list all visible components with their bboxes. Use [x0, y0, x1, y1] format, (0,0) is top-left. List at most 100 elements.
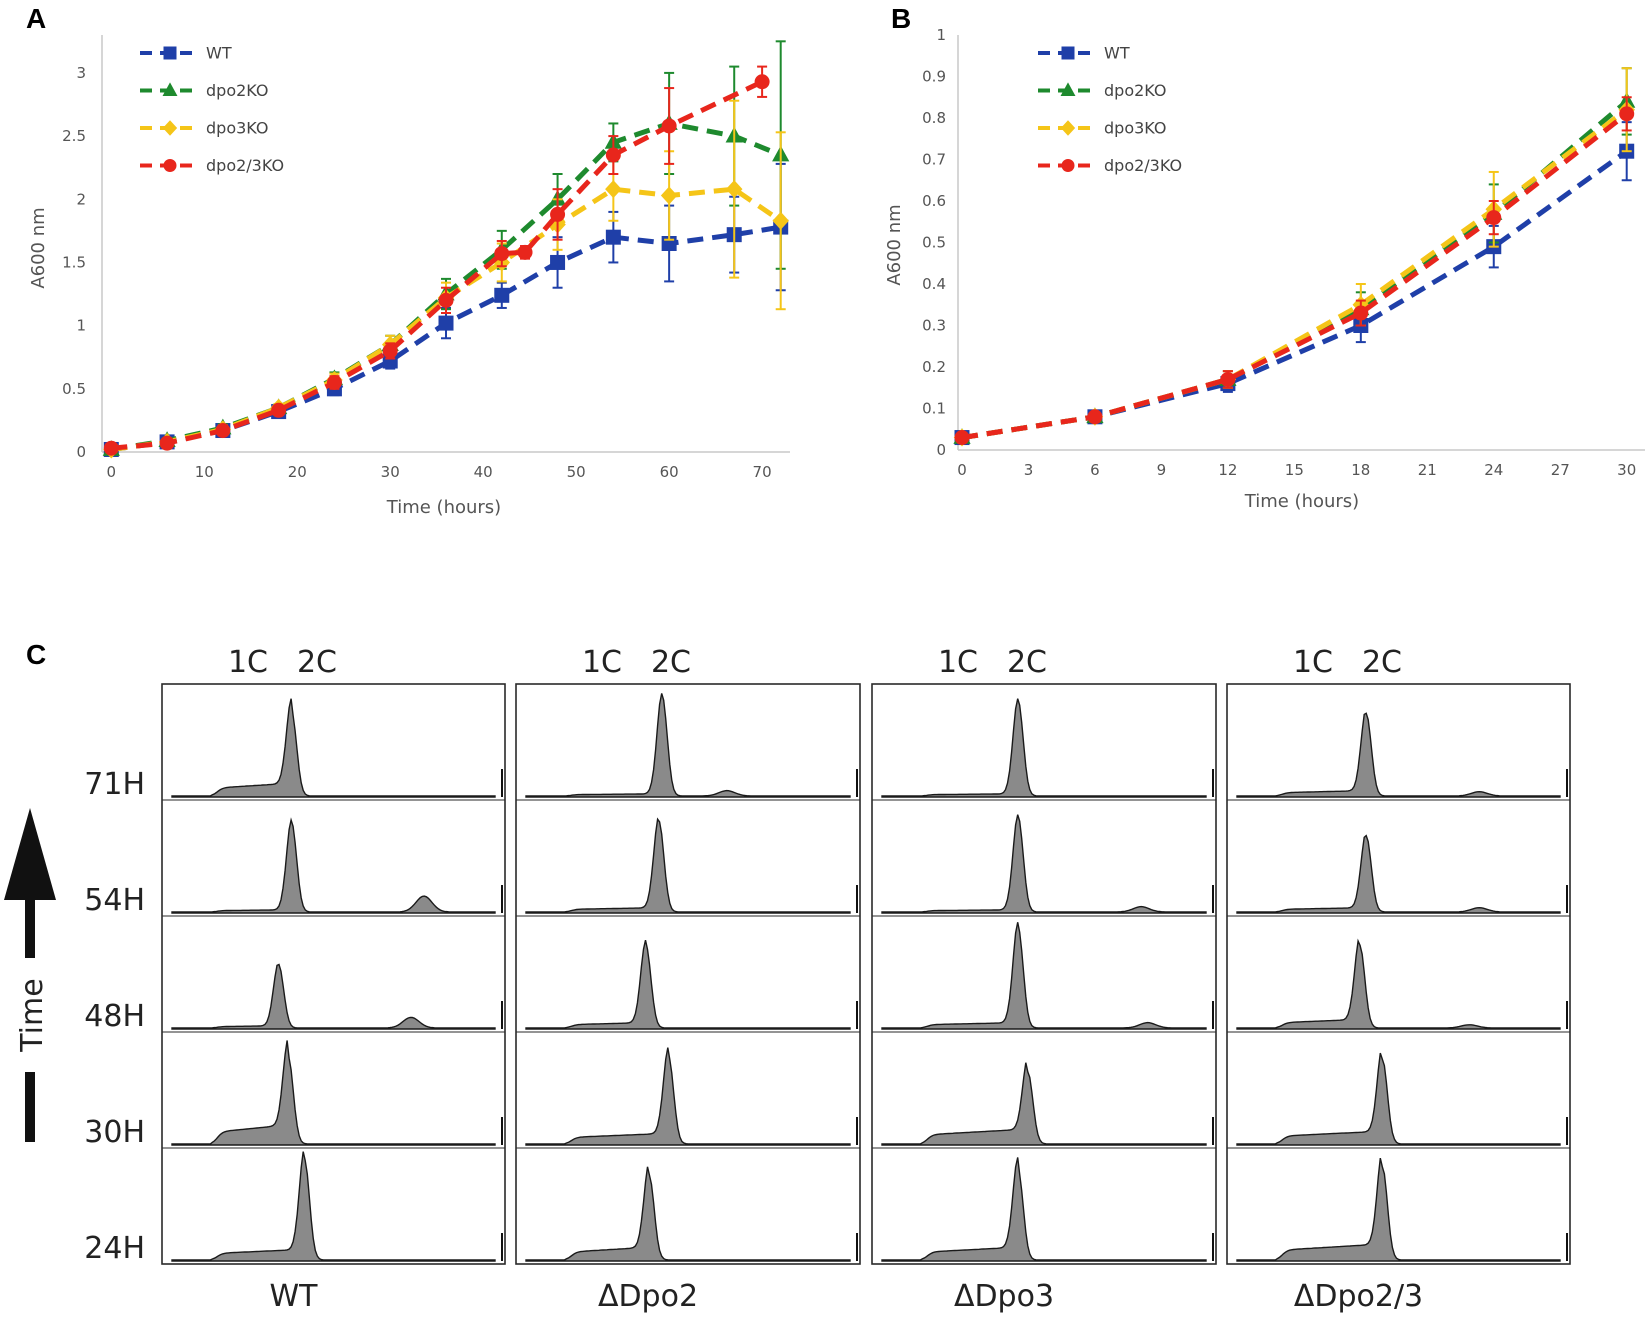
chart-b-legend: WT dpo2KO dpo3KO dpo2/3KO — [1038, 44, 1182, 175]
chart-b-xtick-27: 27 — [1551, 461, 1570, 479]
chart-b-point-dpo2-3ko-4 — [1486, 210, 1502, 226]
peak-label-2c-dpo3: 2C — [1007, 645, 1047, 680]
panel-label-b: B — [891, 3, 911, 34]
chart-b-ytick-0-7: 0.7 — [922, 151, 946, 169]
histogram-wt-24h — [171, 1151, 496, 1262]
chart-a-series-dpo2-3ko — [103, 65, 770, 456]
chart-a-point-dpo3ko-9 — [605, 180, 622, 199]
panel-c-frame-dpo3 — [871, 683, 1217, 1265]
histogram-dpo2-3-54h — [1236, 834, 1561, 914]
chart-b-legend-label-dpo2ko: dpo2KO — [1104, 81, 1167, 100]
strain-label-dpo3: ΔDpo3 — [954, 1279, 1054, 1314]
histogram-dpo2-30h — [525, 1047, 851, 1146]
peak-label-2c-wt: 2C — [297, 645, 337, 680]
histogram-wt-30h — [171, 1040, 496, 1146]
chart-a-ytick-0: 0 — [76, 443, 86, 461]
chart-a-legend-label-dpo2ko: dpo2KO — [206, 81, 269, 100]
chart-a-point-dpo2-3ko-0 — [103, 440, 119, 456]
panel-c-frame-wt — [161, 683, 506, 1265]
panel-label-c: C — [26, 639, 46, 670]
chart-a-point-wt-9 — [605, 229, 621, 245]
chart-a-xtick-10: 10 — [195, 463, 214, 481]
chart-b-xtick-30: 30 — [1617, 461, 1636, 479]
chart-a-xtick-40: 40 — [474, 463, 493, 481]
chart-a-legend-marker-wt — [163, 46, 177, 60]
time-label-24h: 24H — [84, 1231, 145, 1266]
panel-c: 1C 2C WT 1C 2C ΔDpo2 1C 2C ΔDpo3 1C 2C ΔDpo2/3 71H 54… — [4, 645, 1571, 1314]
chart-b-ytick-0-4: 0.4 — [922, 275, 946, 293]
chart-b-ytick-0-1: 0.1 — [922, 400, 946, 418]
chart-b-point-dpo2-3ko-2 — [1220, 371, 1236, 387]
chart-a-legend: WT dpo2KO dpo3KO dpo2/3KO — [140, 44, 284, 175]
chart-a-legend-marker-dpo2ko — [162, 82, 178, 97]
chart-a-xtick-60: 60 — [660, 463, 679, 481]
chart-a-point-dpo2-3ko-9 — [550, 206, 566, 222]
chart-b-xtick-12: 12 — [1218, 461, 1237, 479]
peak-label-1c-dpo2-3: 1C — [1293, 645, 1333, 680]
peak-label-1c-wt: 1C — [228, 645, 268, 680]
chart-a-point-dpo2-3ko-12 — [754, 74, 770, 90]
chart-b-point-dpo2-3ko-1 — [1087, 409, 1103, 425]
chart-b-ytick-1: 1 — [936, 26, 946, 44]
chart-b-legend-marker-dpo3ko — [1060, 120, 1076, 136]
chart-b-ylabel: A600 nm — [884, 204, 905, 285]
chart-b-series-dpo2ko — [953, 67, 1636, 444]
chart-b-point-dpo2-3ko-3 — [1353, 305, 1369, 321]
chart-a-legend-marker-dpo3ko — [162, 120, 178, 136]
chart-a-point-dpo2-3ko-10 — [605, 147, 621, 163]
strain-label-dpo2: ΔDpo2 — [598, 1279, 698, 1314]
histogram-dpo2-3-24h — [1236, 1157, 1561, 1262]
chart-b-ytick-0-6: 0.6 — [922, 192, 946, 210]
histogram-dpo3-30h — [881, 1062, 1207, 1146]
chart-a-xtick-70: 70 — [753, 463, 772, 481]
chart-a-ytick-2-5: 2.5 — [62, 127, 86, 145]
strain-label-wt: WT — [270, 1279, 319, 1314]
chart-b: 0 3 6 9 12 15 18 21 24 27 30 0 0.1 0.2 0.3 0.4 0.5 0.6 0.7… — [884, 26, 1645, 512]
chart-a-ytick-3: 3 — [76, 64, 86, 82]
chart-a-point-wt-7 — [494, 287, 510, 303]
chart-b-legend-label-dpo2-3ko: dpo2/3KO — [1104, 156, 1182, 175]
peak-label-1c-dpo2: 1C — [582, 645, 622, 680]
chart-a-point-dpo2-3ko-8 — [517, 244, 533, 260]
histogram-dpo2-71h — [525, 693, 851, 798]
chart-b-xtick-21: 21 — [1418, 461, 1437, 479]
time-arrow-head — [4, 808, 56, 900]
chart-b-xtick-6: 6 — [1090, 461, 1100, 479]
histogram-dpo2-24h — [525, 1166, 851, 1262]
time-label-48h: 48H — [84, 999, 145, 1034]
chart-b-legend-marker-wt — [1061, 46, 1075, 60]
chart-b-xtick-18: 18 — [1351, 461, 1370, 479]
chart-a-ylabel: A600 nm — [28, 207, 49, 288]
histogram-dpo2-3-71h — [1236, 712, 1561, 798]
panel-c-frame-dpo2-3 — [1226, 683, 1571, 1265]
chart-b-ytick-0-9: 0.9 — [922, 68, 946, 86]
chart-b-line-dpo3ko — [961, 107, 1629, 441]
chart-a-xtick-0: 0 — [107, 463, 117, 481]
histogram-wt-48h — [171, 963, 496, 1030]
chart-a-point-dpo2-3ko-3 — [271, 402, 287, 418]
time-label-30h: 30H — [84, 1115, 145, 1150]
chart-b-legend-label-dpo3ko: dpo3KO — [1104, 119, 1167, 138]
chart-b-legend-marker-dpo2ko — [1060, 82, 1076, 97]
chart-b-series-wt — [954, 121, 1635, 446]
chart-a-xtick-20: 20 — [288, 463, 307, 481]
chart-a-legend-label-wt: WT — [206, 44, 232, 63]
chart-a: 0 10 20 30 40 50 60 70 0 0.5 1 1.5 2 2.5 3 Time (hours… — [28, 35, 790, 518]
histogram-dpo2-48h — [525, 940, 851, 1030]
histogram-dpo3-24h — [881, 1157, 1207, 1262]
chart-a-point-dpo2-3ko-5 — [382, 343, 398, 359]
chart-b-legend-label-wt: WT — [1104, 44, 1130, 63]
chart-b-ytick-0-3: 0.3 — [922, 317, 946, 335]
chart-b-legend-marker-dpo2-3ko — [1061, 159, 1075, 172]
chart-a-point-wt-8 — [550, 254, 566, 270]
chart-a-legend-label-dpo2-3ko: dpo2/3KO — [206, 156, 284, 175]
chart-b-xtick-24: 24 — [1484, 461, 1503, 479]
chart-a-ytick-1-5: 1.5 — [62, 253, 86, 271]
chart-b-series-dpo2-3ko — [954, 96, 1635, 446]
histogram-dpo3-48h — [881, 922, 1207, 1030]
time-arrow-shaft-lower — [25, 1072, 35, 1142]
chart-b-xtick-9: 9 — [1157, 461, 1167, 479]
chart-a-point-dpo2-3ko-4 — [326, 375, 342, 390]
time-label-71h: 71H — [84, 767, 145, 802]
